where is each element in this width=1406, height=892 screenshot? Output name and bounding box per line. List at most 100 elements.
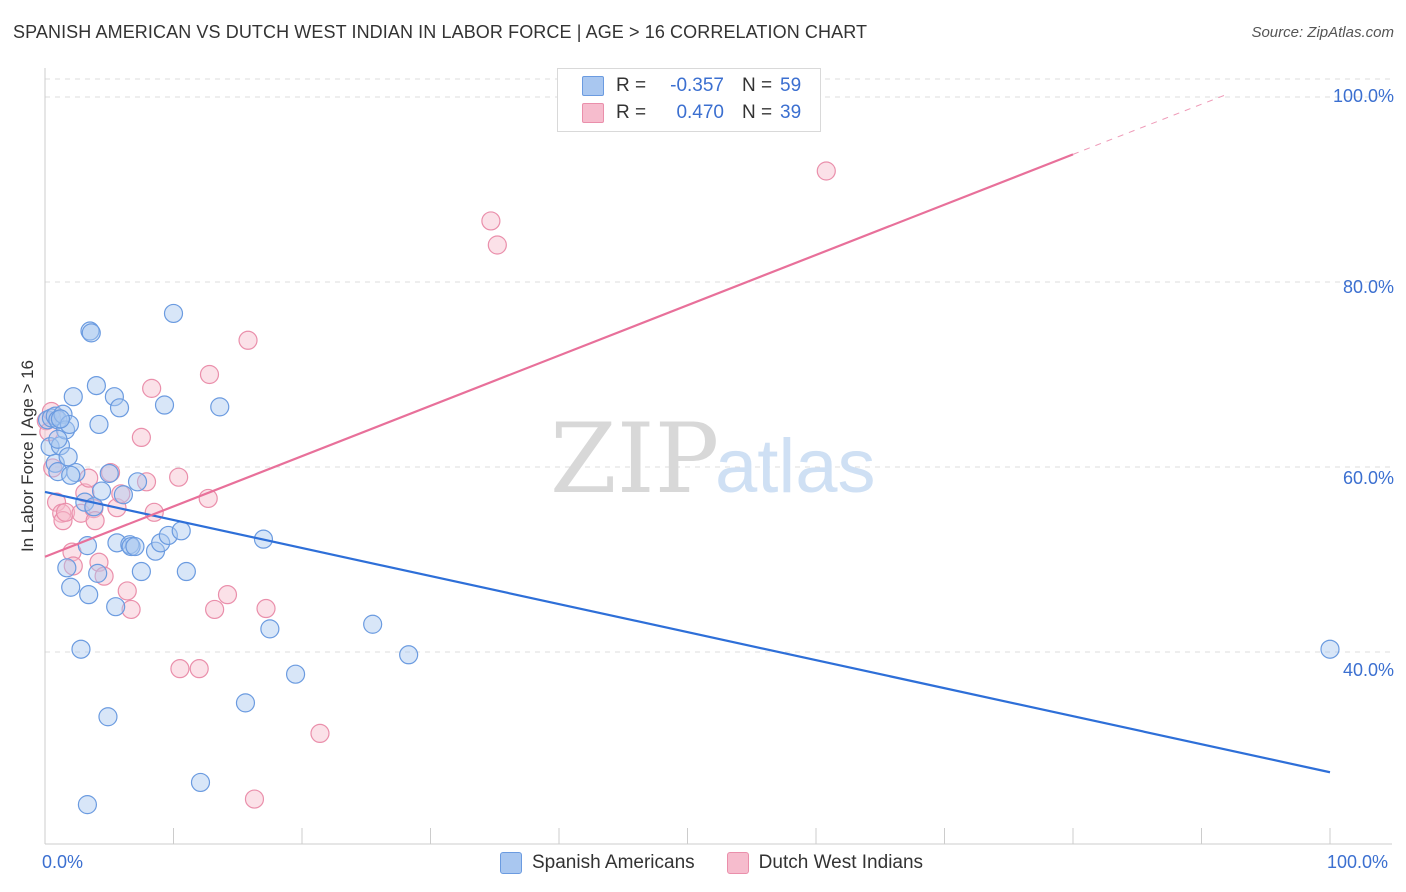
data-point-spanish-american (58, 447, 78, 467)
data-point-spanish-american (109, 398, 130, 418)
data-point-spanish-american (210, 397, 230, 417)
data-point-dutch-west-indian (142, 378, 162, 398)
y-tick-label: 40.0% (1342, 660, 1394, 680)
data-point-spanish-american (235, 693, 256, 713)
x-tick-label-min: 0.0% (42, 852, 84, 872)
data-point-spanish-american (127, 472, 148, 492)
data-point-spanish-american (363, 614, 383, 634)
legend-row-spanish-americans: R = -0.357 N = 59 (582, 74, 801, 98)
legend-r-value: 0.470 (676, 102, 724, 123)
trend-line-spanish-americans (44, 490, 1331, 774)
data-point-spanish-american (50, 409, 71, 429)
y-tick-label: 60.0% (1342, 468, 1394, 488)
legend-r-label: R = (616, 75, 647, 96)
trend-line-dutch-west-indians (44, 153, 1074, 558)
data-point-spanish-american (48, 462, 68, 482)
data-point-dutch-west-indian (310, 723, 330, 744)
legend-swatch-pink (582, 103, 604, 123)
legend-label: Spanish Americans (532, 852, 695, 873)
data-point-spanish-american (176, 561, 196, 582)
data-point-spanish-american (71, 639, 91, 659)
legend-n-value: 59 (780, 75, 802, 96)
watermark-zip: ZIP (550, 403, 719, 515)
data-point-spanish-american (190, 772, 211, 793)
data-point-spanish-american (79, 585, 99, 605)
trend-lines (44, 93, 1331, 774)
trend-line-dutch-west-indians-extension (1072, 93, 1228, 155)
data-point-spanish-american (89, 414, 109, 435)
x-tick-label-max: 100.0% (1327, 852, 1389, 872)
data-point-dutch-west-indian (244, 789, 265, 809)
y-tick-label: 100.0% (1332, 86, 1394, 106)
data-point-dutch-west-indian (816, 161, 836, 181)
data-point-dutch-west-indian (131, 427, 151, 447)
y-tick-label: 80.0% (1342, 277, 1394, 297)
data-point-dutch-west-indian (238, 330, 258, 350)
data-point-spanish-american (113, 485, 133, 505)
data-point-dutch-west-indian (170, 659, 190, 679)
data-point-dutch-west-indian (100, 462, 121, 483)
data-point-spanish-american (59, 414, 80, 435)
watermark-atlas: atlas (715, 424, 876, 509)
data-point-spanish-american (163, 303, 184, 324)
data-point-dutch-west-indian (85, 511, 105, 531)
data-point-spanish-american (81, 323, 101, 343)
source-label: Source: ZipAtlas.com (1251, 24, 1394, 41)
legend-n-label: N = (742, 102, 773, 123)
data-point-dutch-west-indian (169, 467, 189, 487)
data-point-spanish-american (158, 525, 178, 546)
data-point-spanish-american (125, 536, 145, 557)
legend-n-label: N = (742, 75, 773, 96)
data-point-dutch-west-indian (117, 581, 137, 601)
y-axis-label: In Labor Force | Age > 16 (18, 359, 37, 553)
data-point-spanish-american (154, 395, 175, 415)
legend-item-spanish-americans[interactable]: Spanish Americans (500, 852, 695, 874)
legend-swatch-blue (500, 852, 522, 874)
data-point-dutch-west-indian (256, 598, 276, 619)
data-point-spanish-american (77, 795, 98, 815)
data-point-dutch-west-indian (55, 502, 76, 522)
legend-r-value: -0.357 (670, 75, 724, 96)
data-point-dutch-west-indian (487, 235, 507, 255)
watermark: ZIP atlas (550, 403, 876, 515)
data-point-spanish-american (171, 521, 191, 541)
data-point-dutch-west-indian (199, 364, 220, 385)
data-point-spanish-american (91, 481, 112, 501)
legend-swatch-pink (726, 852, 749, 874)
correlation-legend: R = -0.357 N = 59 R = 0.470 N = 39 (557, 68, 821, 132)
data-point-dutch-west-indian (217, 585, 238, 605)
data-point-spanish-american (399, 645, 419, 665)
series-spanish-americans-points (37, 303, 1340, 815)
legend-label: Dutch West Indians (758, 852, 924, 873)
chart-title: SPANISH AMERICAN VS DUTCH WEST INDIAN IN… (13, 22, 868, 42)
data-point-spanish-american (57, 558, 77, 578)
data-point-spanish-american (99, 463, 119, 484)
data-point-spanish-american (151, 533, 171, 553)
data-point-spanish-american (1320, 639, 1340, 659)
data-point-spanish-american (285, 664, 306, 684)
data-point-spanish-american (131, 561, 151, 582)
data-point-dutch-west-indian (121, 599, 141, 620)
data-point-spanish-american (63, 387, 83, 407)
data-point-spanish-american (98, 707, 118, 727)
legend-swatch-blue (582, 76, 604, 96)
data-point-dutch-west-indian (481, 211, 501, 231)
data-point-dutch-west-indian (63, 556, 83, 576)
legend-n-value: 39 (780, 102, 802, 123)
data-point-dutch-west-indian (205, 599, 225, 620)
series-legend: Spanish Americans Dutch West Indians (500, 852, 955, 874)
data-point-dutch-west-indian (189, 659, 209, 679)
data-point-spanish-american (260, 619, 280, 639)
legend-row-dutch-west-indians: R = 0.470 N = 39 (582, 101, 801, 125)
data-point-spanish-american (86, 376, 107, 396)
grid-lines (45, 78, 1392, 653)
data-point-spanish-american (48, 429, 68, 449)
data-point-spanish-american (61, 577, 81, 597)
data-point-spanish-american (106, 597, 126, 617)
data-point-spanish-american (61, 465, 81, 485)
legend-r-label: R = (616, 102, 647, 123)
legend-item-dutch-west-indians[interactable]: Dutch West Indians (726, 852, 924, 874)
data-point-spanish-american (88, 563, 108, 583)
data-point-spanish-american (104, 387, 124, 407)
